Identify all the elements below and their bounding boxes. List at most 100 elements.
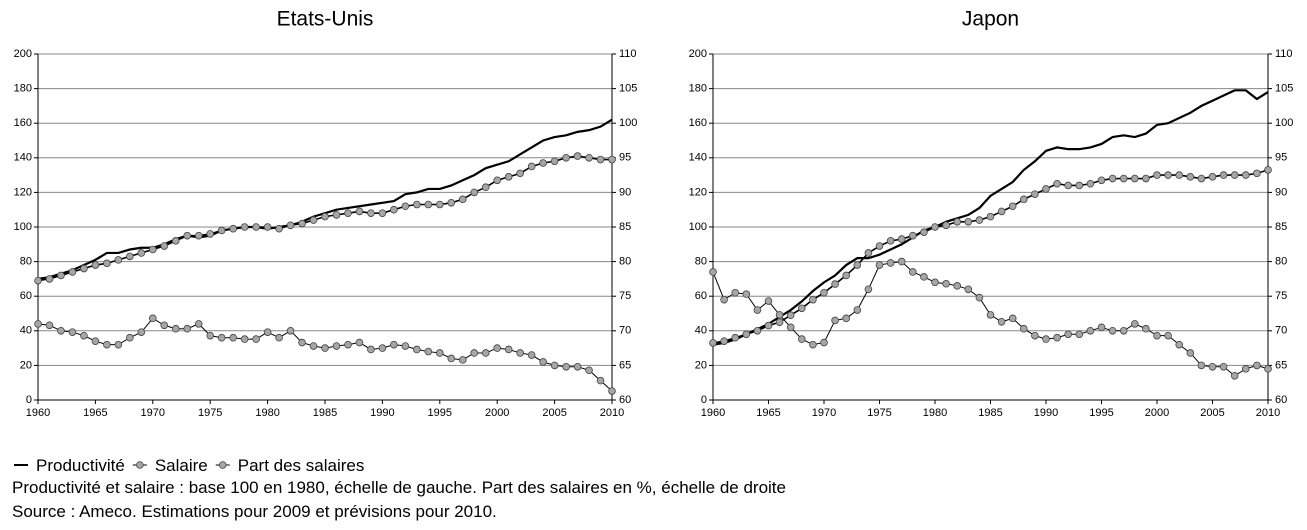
y2-tick-label: 100 (619, 117, 637, 129)
point (942, 221, 950, 230)
point (206, 230, 215, 238)
point (964, 218, 973, 226)
point (1153, 331, 1161, 340)
point (864, 249, 873, 257)
point (183, 324, 192, 333)
point (252, 335, 260, 343)
y2-tick-label: 70 (1275, 325, 1287, 337)
point (596, 376, 605, 385)
y-tick-label: 100 (689, 221, 707, 233)
point (931, 278, 939, 287)
point (435, 200, 444, 209)
point (194, 231, 203, 240)
point (298, 219, 306, 228)
point (1053, 333, 1061, 342)
point (886, 237, 895, 245)
point (842, 314, 850, 323)
point (831, 280, 839, 288)
point (539, 358, 547, 366)
point (908, 231, 917, 240)
point (1253, 169, 1261, 178)
point (920, 273, 928, 281)
point (1097, 176, 1106, 185)
point (447, 198, 456, 207)
y2-tick-label: 90 (1275, 186, 1287, 198)
point (585, 154, 593, 162)
y-tick-label: 160 (14, 117, 32, 129)
point (1042, 335, 1050, 343)
x-tick-label: 1985 (313, 407, 337, 419)
point (286, 221, 295, 230)
point (820, 338, 828, 347)
y-tick-label: 60 (20, 290, 32, 302)
y2-tick-label: 85 (619, 221, 631, 233)
point (897, 257, 906, 266)
point (516, 169, 524, 178)
x-tick-label: 1980 (923, 407, 947, 419)
point (596, 155, 605, 164)
y-tick-label: 20 (695, 359, 707, 371)
point (1019, 324, 1028, 333)
x-tick-label: 1965 (83, 407, 107, 419)
point (401, 342, 410, 350)
legend-item: Part des salaires (215, 456, 365, 475)
point (608, 387, 616, 395)
point (45, 321, 54, 330)
point (1153, 171, 1161, 179)
x-tick-label: 1975 (198, 407, 222, 419)
y-tick-label: 140 (689, 152, 707, 164)
point (764, 297, 773, 305)
point (424, 200, 433, 209)
point (355, 207, 364, 216)
point (831, 316, 839, 325)
point (997, 207, 1006, 216)
point (137, 328, 146, 336)
point (286, 326, 295, 335)
point (1064, 330, 1072, 339)
point (275, 333, 283, 342)
point (1264, 365, 1272, 373)
legend-item: Salaire (132, 456, 208, 475)
y2-tick-label: 65 (619, 359, 631, 371)
point (975, 293, 984, 302)
point (413, 200, 421, 209)
point (1019, 195, 1028, 204)
x-tick-label: 1985 (978, 407, 1002, 419)
point (171, 237, 180, 245)
point (1242, 171, 1250, 179)
y2-tick-label: 105 (1275, 83, 1293, 95)
point (34, 276, 42, 285)
x-tick-label: 2005 (542, 407, 566, 419)
point (263, 328, 272, 336)
point (942, 279, 950, 288)
point (137, 249, 146, 257)
point (309, 342, 318, 350)
point (908, 268, 917, 276)
point (149, 314, 157, 323)
x-tick-label: 1995 (428, 407, 452, 419)
point (321, 212, 329, 221)
point (275, 224, 283, 233)
point (1242, 365, 1250, 373)
series-line (37, 317, 613, 392)
point (470, 349, 479, 357)
y-tick-label: 60 (695, 290, 707, 302)
point (183, 231, 192, 240)
point (493, 344, 502, 352)
legend-item: Productivité (14, 456, 125, 475)
point (481, 183, 490, 192)
point (964, 285, 973, 294)
point (481, 349, 490, 357)
y2-tick-label: 75 (1275, 290, 1287, 302)
x-tick-label: 1990 (1034, 407, 1058, 419)
point (1197, 174, 1206, 183)
point (1230, 371, 1239, 380)
point (1186, 173, 1195, 181)
point (1108, 174, 1117, 183)
x-tick-label: 2010 (1256, 407, 1280, 419)
legend-label: Part des salaires (238, 456, 365, 475)
series-line (37, 118, 613, 280)
x-tick-label: 1995 (1089, 407, 1113, 419)
point (720, 337, 728, 345)
